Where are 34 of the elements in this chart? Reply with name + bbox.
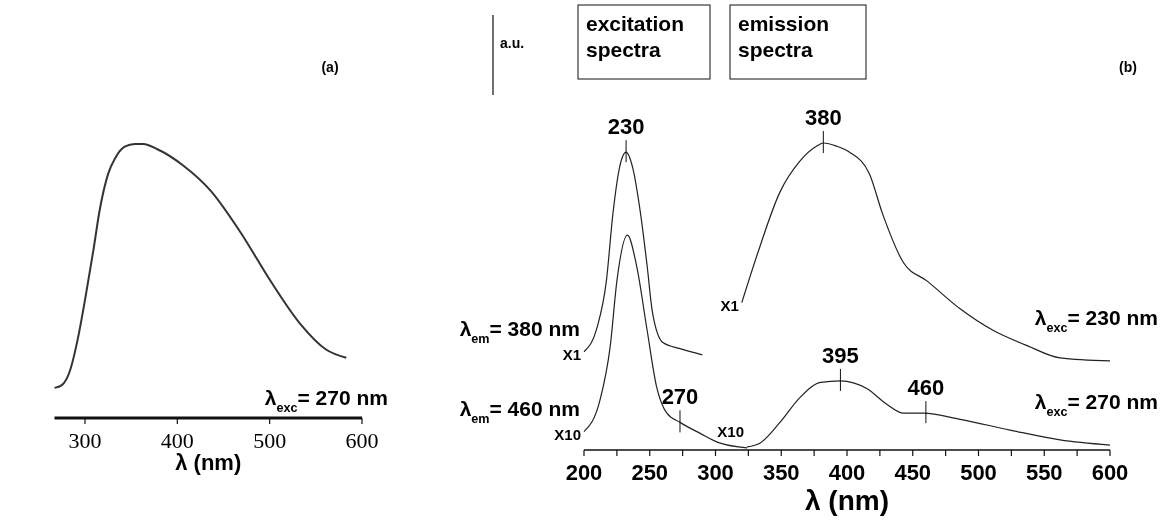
annotation: X1 — [562, 345, 581, 363]
x-tick-label: 400 — [828, 460, 866, 485]
annotation: X1 — [720, 296, 739, 314]
x-axis-title: λ (nm) — [805, 485, 889, 516]
x-tick-label: 500 — [960, 460, 997, 485]
annotation: 270 — [661, 384, 699, 410]
x-tick-label: 350 — [762, 460, 800, 485]
series-label: λ$_{em}$= 380 nm — [459, 316, 580, 346]
annotation: 460 — [907, 375, 945, 401]
x-tick-label: 600 — [345, 428, 379, 453]
series-label: λ$_{exc}$= 230 nm — [1034, 305, 1158, 335]
chart-title: (b) — [1119, 59, 1137, 75]
x-tick-label: 500 — [253, 428, 287, 453]
text: emission spectra — [738, 12, 830, 61]
x-tick-label: 300 — [68, 428, 102, 453]
x-tick-label: 600 — [1091, 460, 1129, 485]
text: λ$_{exc}$= 270 nm — [264, 386, 388, 415]
x-tick-label: 200 — [565, 460, 603, 485]
x-tick-label: 400 — [160, 428, 194, 453]
annotation: 395 — [822, 342, 859, 368]
annotation: X10 — [717, 422, 745, 440]
y-axis-title: a.u. — [500, 35, 525, 51]
x-tick-label: 450 — [894, 460, 932, 485]
x-tick-label: 550 — [1025, 460, 1063, 485]
x-tick-label: 300 — [697, 460, 734, 485]
annotation: 380 — [804, 105, 842, 130]
x-axis-title: λ (nm) — [175, 450, 242, 475]
x-tick-label: 250 — [631, 460, 669, 485]
chart-title: (a) — [321, 59, 339, 75]
series-label: λ$_{exc}$= 270 nm — [1034, 390, 1158, 420]
series-label: λ$_{em}$= 460 nm — [459, 396, 580, 426]
text: excitation spectra — [586, 12, 685, 61]
annotation: 230 — [607, 114, 645, 140]
annotation: X10 — [554, 425, 581, 443]
